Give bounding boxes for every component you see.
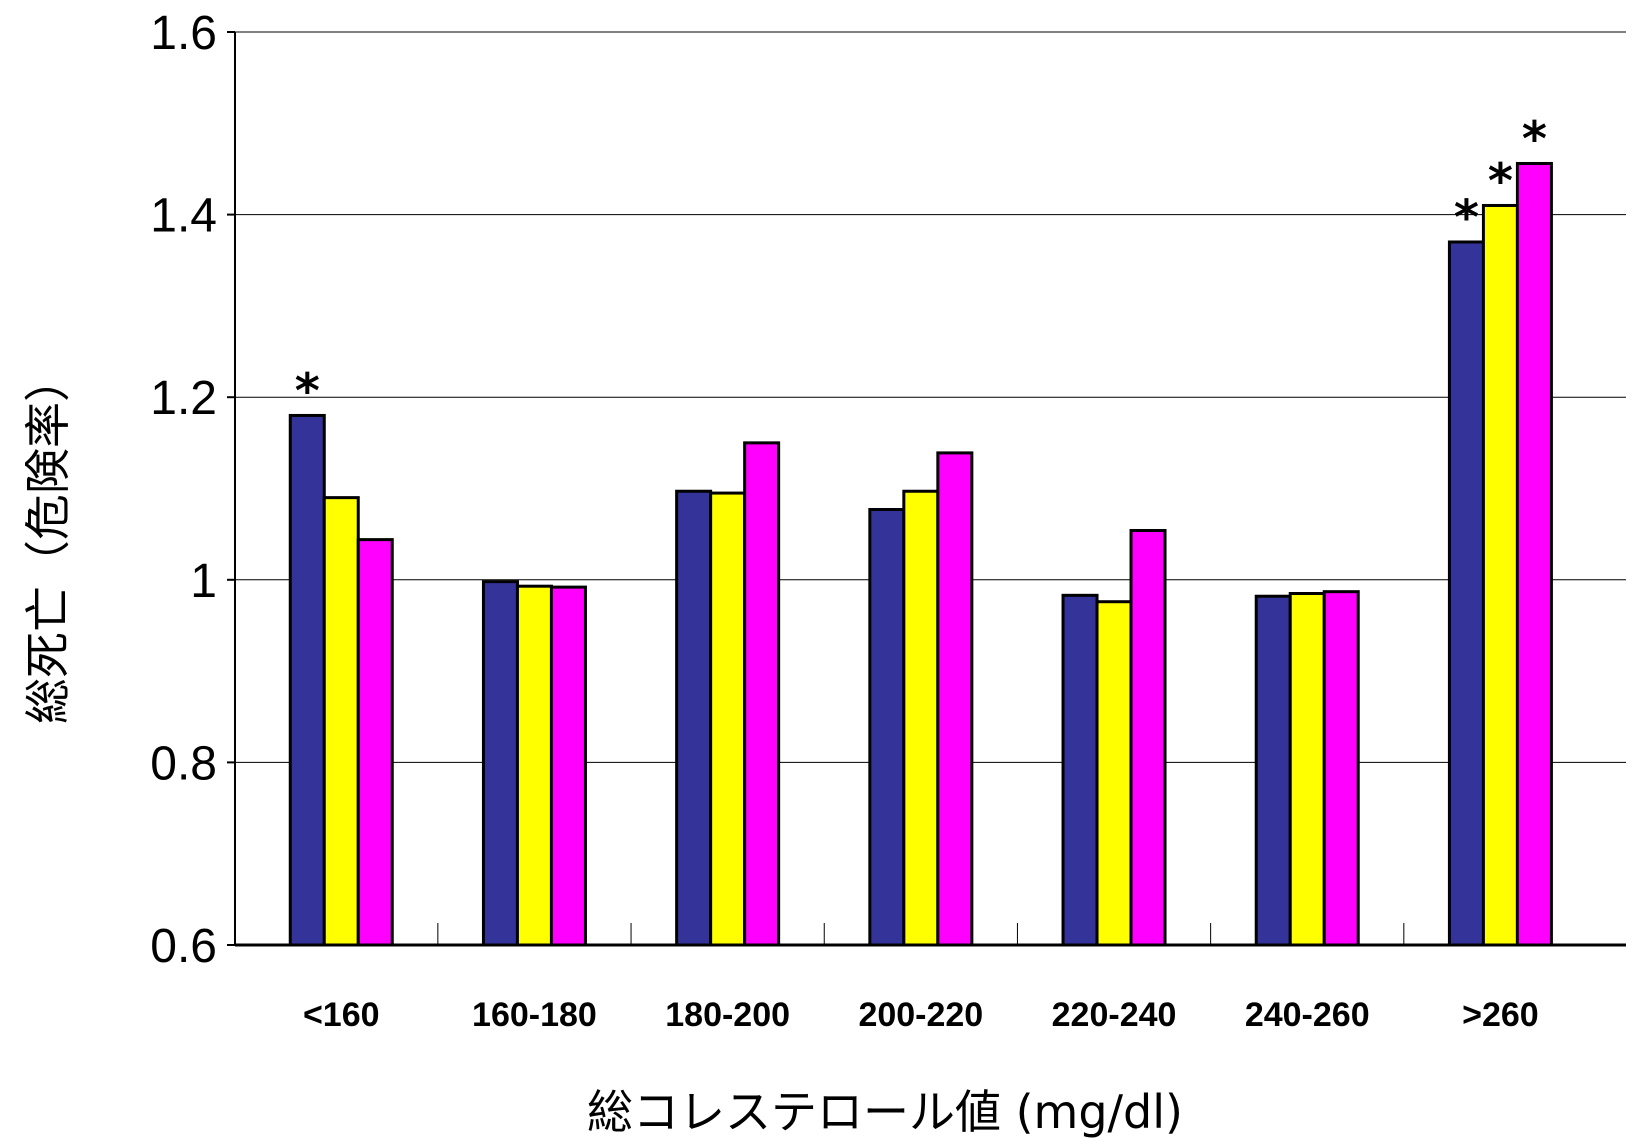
x-tick-label: >260 — [1462, 996, 1539, 1034]
bar — [868, 507, 906, 947]
bar — [675, 489, 713, 947]
significance-marker: * — [295, 363, 320, 419]
bar — [515, 584, 553, 947]
x-tick-label: 180-200 — [665, 996, 790, 1034]
significance-marker: * — [1522, 111, 1547, 167]
x-tick-label: 200-220 — [858, 996, 983, 1034]
bars — [288, 161, 1553, 947]
bar — [1288, 591, 1326, 947]
y-tick-label: 1.6 — [150, 7, 217, 60]
bar — [743, 441, 781, 947]
bar — [481, 580, 519, 947]
x-tick-label: 160-180 — [472, 996, 597, 1034]
y-axis-title: 総死亡（危険率） — [21, 356, 75, 724]
bar — [1254, 594, 1292, 947]
significance-marker: * — [1488, 153, 1513, 209]
x-tick-label: 220-240 — [1052, 996, 1177, 1034]
significance-markers: **** — [295, 111, 1547, 419]
y-tick-label: 0.6 — [150, 920, 217, 973]
bar — [936, 451, 974, 947]
bar — [1129, 528, 1167, 947]
bar — [709, 491, 747, 947]
bar — [356, 538, 394, 947]
gridlines — [235, 31, 1626, 763]
bar — [1515, 161, 1553, 947]
x-tick-label: <160 — [303, 996, 380, 1034]
y-tick-label: 1.4 — [150, 190, 217, 243]
y-tick-labels: 0.6 0.8 1 1.2 1.4 1.6 — [150, 7, 217, 973]
bar — [902, 489, 940, 947]
bar — [1481, 203, 1519, 947]
bar — [1061, 593, 1099, 947]
y-tick-label: 1 — [190, 555, 217, 608]
bar — [288, 413, 326, 947]
bar — [322, 496, 360, 947]
x-tick-labels: <160 160-180 180-200 200-220 220-240 240-260 >… — [303, 996, 1539, 1034]
y-tick-label: 1.2 — [150, 372, 217, 425]
x-tick-label: 240-260 — [1245, 996, 1370, 1034]
significance-marker: * — [1454, 190, 1479, 246]
y-tick-label: 0.8 — [150, 737, 217, 790]
bar — [1322, 590, 1360, 947]
bar — [549, 585, 587, 947]
x-axis-title: 総コレステロール値 (mg/dl) — [587, 1085, 1183, 1139]
bar — [1095, 600, 1133, 947]
bar — [1447, 240, 1485, 947]
